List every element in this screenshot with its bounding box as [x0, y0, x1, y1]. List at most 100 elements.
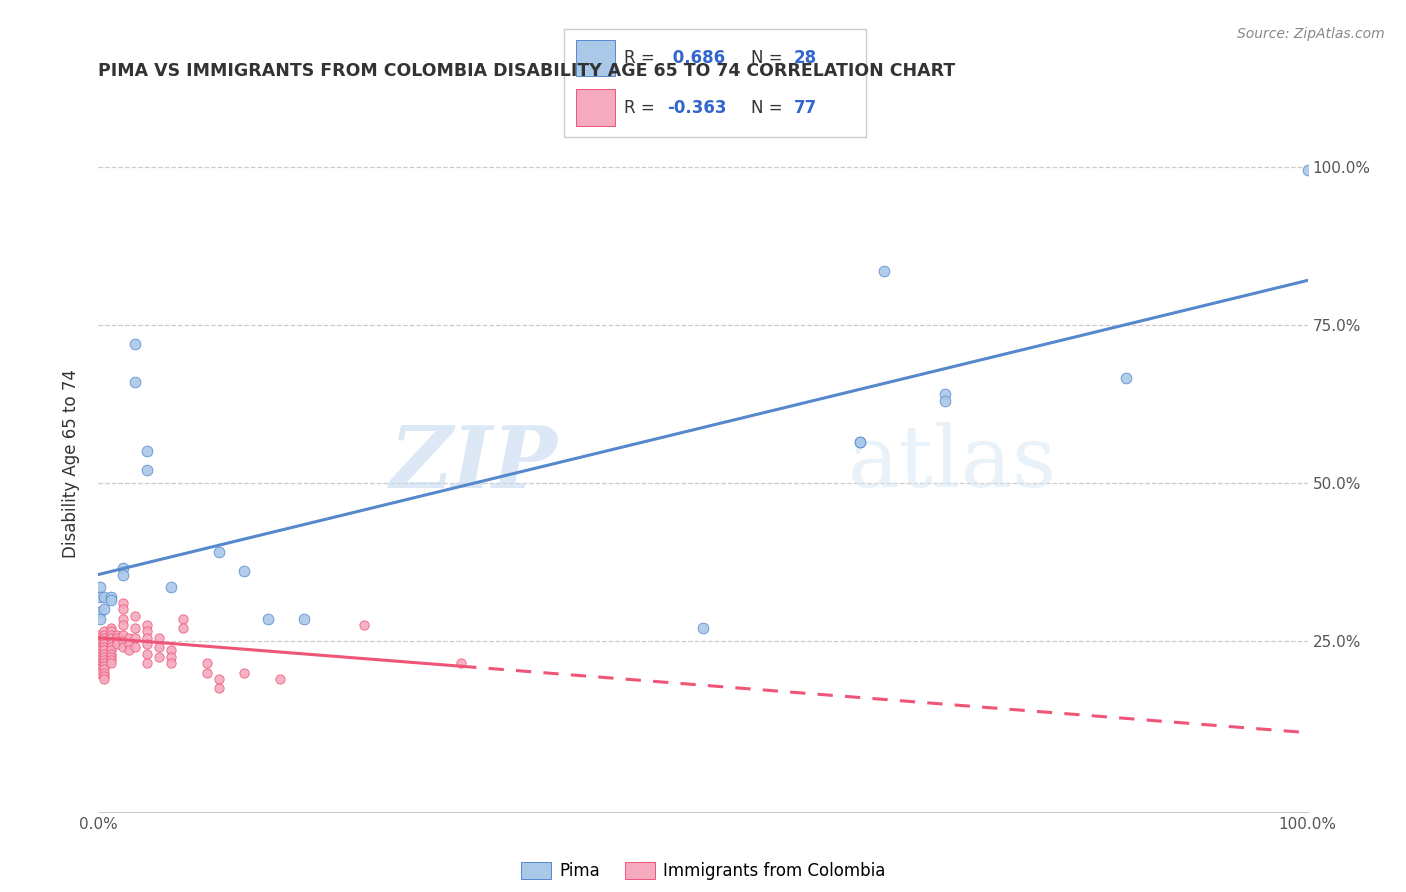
Point: [105, 627, 128, 641]
Point: [87, 634, 110, 648]
Point: [111, 640, 134, 655]
Point: [124, 631, 146, 645]
Point: [135, 444, 157, 458]
Point: [87, 649, 110, 664]
Point: [93, 653, 115, 667]
Point: [160, 656, 183, 670]
Point: [148, 640, 170, 655]
Text: 0.686: 0.686: [666, 49, 725, 67]
Point: [93, 662, 115, 676]
Point: [195, 656, 218, 670]
Point: [100, 631, 122, 645]
Point: [934, 393, 956, 408]
Point: [93, 669, 115, 683]
Point: [93, 647, 115, 661]
Text: R =: R =: [624, 99, 661, 117]
Text: R =: R =: [624, 49, 661, 67]
Point: [100, 592, 122, 607]
Point: [93, 627, 115, 641]
Point: [1115, 371, 1137, 385]
Point: [89, 590, 111, 604]
Point: [93, 637, 115, 651]
Point: [93, 634, 115, 648]
Point: [93, 624, 115, 639]
Point: [135, 656, 157, 670]
Point: [849, 434, 872, 449]
Point: [93, 602, 115, 616]
Point: [87, 647, 110, 661]
Text: N =: N =: [751, 99, 789, 117]
Point: [232, 665, 254, 680]
Point: [111, 612, 134, 626]
Point: [873, 264, 896, 278]
Point: [118, 643, 141, 657]
Point: [208, 545, 231, 559]
Point: [100, 643, 122, 657]
Point: [160, 643, 183, 657]
Y-axis label: Disability Age 65 to 74: Disability Age 65 to 74: [62, 369, 80, 558]
Text: 28: 28: [793, 49, 817, 67]
Point: [87, 637, 110, 651]
Point: [87, 659, 110, 673]
Point: [208, 672, 231, 686]
Text: N =: N =: [751, 49, 789, 67]
Point: [208, 681, 231, 696]
Point: [105, 637, 128, 651]
Bar: [576, 89, 616, 126]
Point: [934, 387, 956, 401]
Point: [100, 649, 122, 664]
Point: [93, 656, 115, 670]
Point: [256, 612, 278, 626]
Text: Source: ZipAtlas.com: Source: ZipAtlas.com: [1237, 27, 1385, 41]
Point: [89, 606, 111, 620]
Point: [105, 634, 128, 648]
Legend: Pima, Immigrants from Colombia: Pima, Immigrants from Colombia: [515, 855, 891, 887]
Point: [93, 665, 115, 680]
Point: [93, 590, 115, 604]
Point: [269, 672, 291, 686]
Point: [87, 640, 110, 655]
Point: [135, 647, 157, 661]
Point: [100, 590, 122, 604]
Point: [87, 631, 110, 645]
Point: [692, 621, 714, 635]
Point: [135, 637, 157, 651]
Bar: [576, 40, 616, 77]
Point: [93, 640, 115, 655]
Point: [118, 637, 141, 651]
Point: [100, 627, 122, 641]
Point: [292, 612, 315, 626]
Point: [111, 602, 134, 616]
Point: [93, 649, 115, 664]
Point: [124, 608, 146, 623]
Point: [87, 653, 110, 667]
Point: [124, 640, 146, 655]
Point: [100, 621, 122, 635]
Point: [111, 634, 134, 648]
Point: [111, 618, 134, 632]
Point: [100, 624, 122, 639]
Point: [87, 665, 110, 680]
Point: [849, 434, 872, 449]
Point: [87, 656, 110, 670]
Point: [172, 612, 194, 626]
Point: [135, 631, 157, 645]
Point: [93, 659, 115, 673]
Point: [172, 621, 194, 635]
Text: 77: 77: [793, 99, 817, 117]
Point: [87, 643, 110, 657]
Point: [93, 672, 115, 686]
Point: [135, 463, 157, 477]
Point: [148, 631, 170, 645]
Point: [93, 643, 115, 657]
Text: ZIP: ZIP: [389, 422, 558, 506]
Point: [111, 627, 134, 641]
Point: [124, 375, 146, 389]
Point: [135, 618, 157, 632]
Point: [135, 624, 157, 639]
Point: [195, 665, 218, 680]
Point: [89, 612, 111, 626]
Point: [100, 656, 122, 670]
Point: [160, 580, 183, 594]
Point: [450, 656, 472, 670]
